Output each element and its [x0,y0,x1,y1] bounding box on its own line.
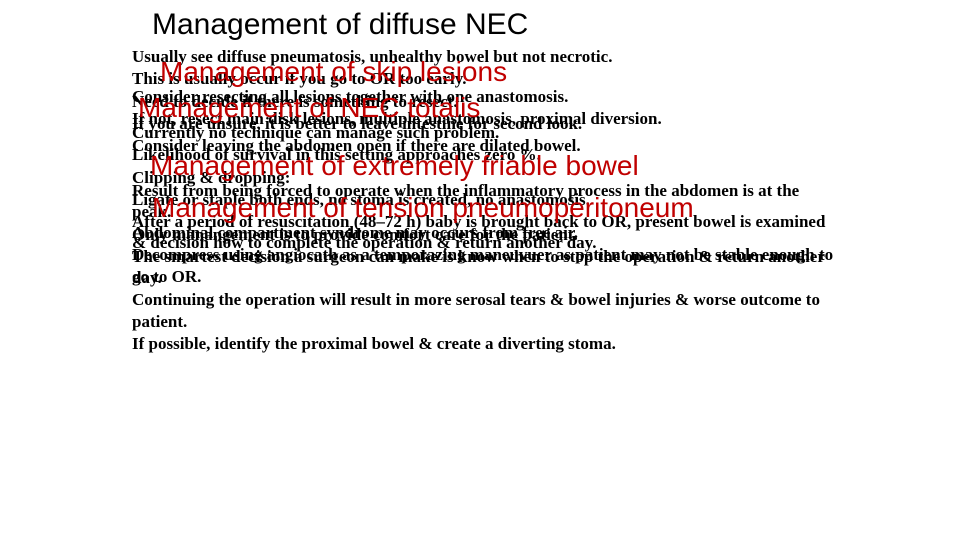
section-heading: Management of extremely friable bowel [150,152,860,180]
body-block: Abdominal compartment syndrome may occur… [132,222,842,287]
para: Abdominal compartment syndrome may occur… [132,222,842,243]
para: Continuing the operation will result in … [132,289,842,332]
para: Decompress using angiocath as a temporaz… [132,244,842,287]
section-heading: Management of tension pneumoperitoneum [152,194,862,222]
para: If possible, identify the proximal bowel… [132,333,842,354]
slide: Management of diffuse NEC Usually see di… [0,0,960,540]
text-layer-5: Management of tension pneumoperitoneum A… [132,46,842,140]
main-title: Management of diffuse NEC [152,8,528,42]
